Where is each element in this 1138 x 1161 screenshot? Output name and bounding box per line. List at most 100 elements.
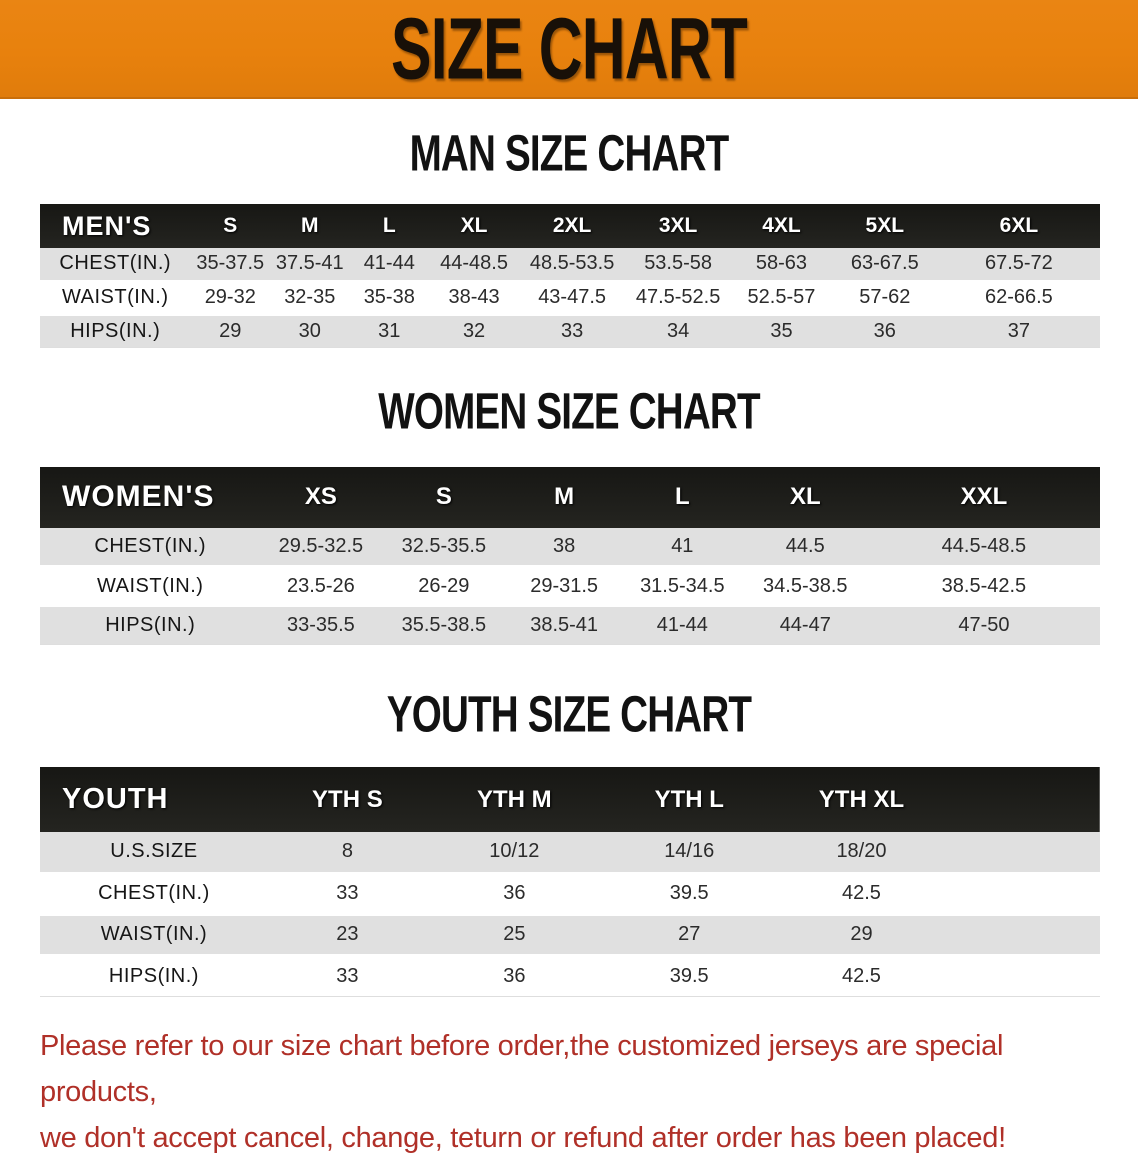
men-value-cell: 35 <box>770 319 793 342</box>
women-size-header-4: L <box>674 483 690 510</box>
youth-value-cell: 25 <box>503 923 526 945</box>
men-value-cell: 29-32 <box>204 286 256 308</box>
men-size-header-6: 3XL <box>658 214 698 237</box>
men-row-label: HIPS(IN.) <box>70 319 161 342</box>
men-value-cell: 44-48.5 <box>440 252 508 275</box>
youth-row-label: HIPS(IN.) <box>108 964 199 987</box>
women-size-table: WOMEN'S XS S M L XL XXL CHEST(IN.) 29.5-32.5 32.5… <box>40 466 1100 646</box>
youth-header-filler <box>946 767 1100 832</box>
women-value-cell: 41-44 <box>656 614 708 636</box>
youth-size-header-4: YTH XL <box>818 785 905 813</box>
men-size-header-8: 5XL <box>865 214 905 237</box>
women-size-header-3: M <box>554 483 575 510</box>
men-size-header-2: M <box>301 214 319 237</box>
youth-value-cell: 39.5 <box>669 964 709 987</box>
youth-value-cell: 33 <box>336 882 359 904</box>
youth-value-cell: 8 <box>341 840 353 863</box>
women-value-cell: 38 <box>553 534 576 557</box>
women-value-cell: 38.5-41 <box>530 614 599 636</box>
men-value-cell: 38-43 <box>448 286 500 308</box>
women-value-cell: 26-29 <box>418 574 470 597</box>
women-row-label: HIPS(IN.) <box>105 614 196 636</box>
youth-measurement-row: CHEST(IN.) 33 36 39.5 42.5 <box>40 873 1100 914</box>
men-header-row: MEN'S S M L XL 2XL 3XL 4XL 5XL 6XL <box>40 204 1100 248</box>
men-value-cell: 67.5-72 <box>984 252 1053 275</box>
men-size-table: MEN'S S M L XL 2XL 3XL 4XL 5XL 6XL CHEST(IN.) 35-37… <box>40 204 1100 348</box>
women-size-header-5: XL <box>789 483 821 510</box>
youth-measurement-row: U.S.SIZE 8 10/12 14/16 18/20 <box>40 832 1100 873</box>
disclaimer-line-1: Please refer to our size chart before or… <box>40 1029 1004 1108</box>
men-row-label: WAIST(IN.) <box>62 286 169 308</box>
women-value-cell: 35.5-38.5 <box>401 614 487 636</box>
women-value-cell: 44-47 <box>779 614 831 636</box>
youth-filler-cell <box>946 832 1100 873</box>
women-value-cell: 44.5 <box>785 534 825 557</box>
youth-value-cell: 42.5 <box>842 882 881 904</box>
disclaimer-line-2: we don't accept cancel, change, teturn o… <box>40 1121 1006 1154</box>
women-value-cell: 29.5-32.5 <box>278 534 364 557</box>
youth-corner-label: YOUTH <box>62 783 169 815</box>
men-measurement-row: HIPS(IN.) 29 30 31 32 33 34 35 36 37 <box>40 314 1100 347</box>
youth-size-table: YOUTH YTH S YTH M YTH L YTH XL U.S.SIZE 8 10/12… <box>40 767 1100 997</box>
youth-filler-cell <box>946 955 1100 996</box>
women-size-chart-heading: WOMEN SIZE CHART <box>378 381 760 440</box>
youth-size-header-3: YTH L <box>654 785 724 813</box>
men-measurement-row: CHEST(IN.) 35-37.5 37.5-41 41-44 44-48.5 48.5… <box>40 248 1100 281</box>
women-size-header-6: XXL <box>960 483 1008 510</box>
women-size-header-2: S <box>435 483 452 510</box>
men-value-cell: 41-44 <box>363 252 415 275</box>
youth-value-cell: 36 <box>503 964 526 987</box>
women-value-cell: 23.5-26 <box>286 574 355 597</box>
youth-size-chart-heading: YOUTH SIZE CHART <box>386 685 752 743</box>
youth-filler-cell <box>946 914 1100 955</box>
youth-measurement-row: HIPS(IN.) 33 36 39.5 42.5 <box>40 955 1100 996</box>
men-value-cell: 47.5-52.5 <box>635 286 721 308</box>
men-value-cell: 29 <box>219 319 242 342</box>
men-size-header-5: 2XL <box>552 214 592 237</box>
youth-value-cell: 29 <box>850 923 873 945</box>
man-size-chart-heading: MAN SIZE CHART <box>409 124 730 182</box>
men-value-cell: 37.5-41 <box>275 252 344 275</box>
youth-value-cell: 39.5 <box>669 882 709 904</box>
men-value-cell: 48.5-53.5 <box>529 252 615 275</box>
men-size-header-1: S <box>223 214 238 237</box>
men-value-cell: 31 <box>378 319 401 342</box>
youth-header-row: YOUTH YTH S YTH M YTH L YTH XL <box>40 767 1100 832</box>
women-corner-label: WOMEN'S <box>62 480 215 513</box>
women-value-cell: 34.5-38.5 <box>763 574 848 597</box>
women-header-row: WOMEN'S XS S M L XL XXL <box>40 466 1100 528</box>
men-size-header-4: XL <box>460 214 488 237</box>
youth-value-cell: 27 <box>678 923 701 945</box>
youth-row-label: WAIST(IN.) <box>100 923 208 945</box>
order-disclaimer: Please refer to our size chart before or… <box>40 1023 1108 1161</box>
banner-title: SIZE CHART <box>391 0 748 98</box>
men-value-cell: 53.5-58 <box>644 252 713 275</box>
men-value-cell: 43-47.5 <box>538 286 607 308</box>
men-value-cell: 35-37.5 <box>196 252 265 275</box>
men-row-label: CHEST(IN.) <box>59 252 172 275</box>
women-measurement-row: WAIST(IN.) 23.5-26 26-29 29-31.5 31.5-34.5 34… <box>40 566 1100 606</box>
women-value-cell: 38.5-42.5 <box>941 574 1027 597</box>
men-value-cell: 34 <box>666 319 690 342</box>
men-value-cell: 35-38 <box>363 286 415 308</box>
men-value-cell: 63-67.5 <box>850 252 919 275</box>
men-value-cell: 52.5-57 <box>747 286 816 308</box>
women-row-label: CHEST(IN.) <box>94 534 207 557</box>
women-size-header-1: XS <box>304 483 337 510</box>
youth-row-label: U.S.SIZE <box>110 840 198 863</box>
youth-value-cell: 33 <box>336 964 359 987</box>
youth-value-cell: 10/12 <box>489 840 540 863</box>
men-size-header-3: L <box>382 214 396 237</box>
women-value-cell: 31.5-34.5 <box>640 574 725 597</box>
men-value-cell: 62-66.5 <box>984 286 1053 308</box>
youth-value-cell: 23 <box>336 923 359 945</box>
women-value-cell: 32.5-35.5 <box>401 534 487 557</box>
women-value-cell: 44.5-48.5 <box>941 534 1027 557</box>
men-measurement-row: WAIST(IN.) 29-32 32-35 35-38 38-43 43-47.5 47.… <box>40 281 1100 314</box>
women-measurement-row: CHEST(IN.) 29.5-32.5 32.5-35.5 38 41 44.5 44.5… <box>40 527 1100 567</box>
men-value-cell: 58-63 <box>755 252 808 275</box>
women-measurement-row: HIPS(IN.) 33-35.5 35.5-38.5 38.5-41 41-44 44-… <box>40 605 1100 645</box>
men-value-cell: 32 <box>462 319 486 342</box>
men-size-header-9: 6XL <box>999 214 1039 237</box>
